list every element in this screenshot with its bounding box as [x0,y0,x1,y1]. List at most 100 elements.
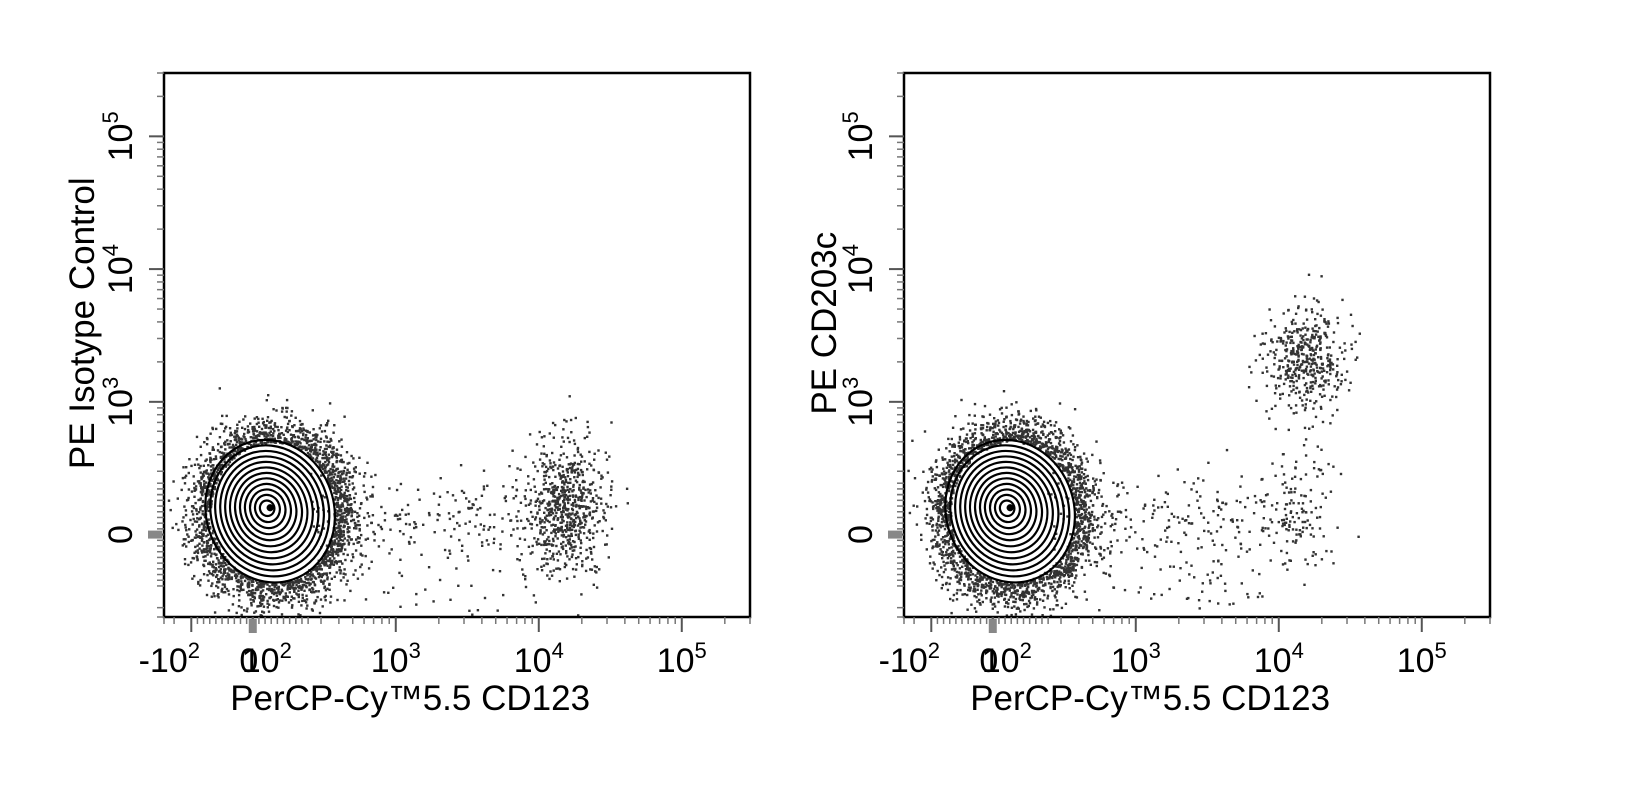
event-dot [367,515,371,518]
event-dot [213,548,216,551]
event-dot [1008,589,1011,592]
event-dot [207,478,211,481]
event-dot [571,512,574,515]
event-dot [563,529,566,532]
event-dot [285,427,289,430]
event-dot [1050,576,1053,579]
event-dot [591,481,595,484]
event-dot [217,596,220,599]
event-dot [529,552,532,555]
event-dot [555,511,558,515]
event-dot [971,422,974,425]
event-dot [961,593,964,596]
event-dot [1053,570,1056,573]
event-dot [404,522,408,526]
event-dot [398,530,402,533]
event-dot [1059,564,1062,567]
event-dot [555,544,558,548]
event-dot [323,451,326,455]
event-dot [1049,441,1053,445]
event-dot [554,535,557,538]
contour-ring [224,460,314,560]
event-dot [210,502,213,506]
event-dot [1091,453,1094,457]
event-dot [1025,602,1028,606]
event-dot [232,570,236,574]
event-dot [350,454,353,458]
event-dot [236,435,239,438]
event-dot [285,416,288,419]
event-dot [942,470,946,473]
event-dot [1049,572,1052,575]
event-dot [1047,440,1050,443]
event-dot [240,606,243,609]
event-dot [342,477,345,480]
event-dot [973,594,976,598]
event-dot [948,537,952,541]
event-dot [327,419,330,422]
event-dot [258,425,261,428]
event-dot [415,603,418,606]
event-dot [947,554,951,558]
event-dot [439,477,442,480]
event-dot [520,553,523,556]
event-dot [304,601,308,604]
event-dot [231,603,235,606]
event-dot [303,583,306,587]
event-dot [492,541,495,545]
event-dot [1008,436,1012,440]
event-dot [1076,502,1079,505]
event-dot [993,602,996,606]
event-dot [1033,582,1036,585]
event-dot [565,498,569,501]
event-dot [540,520,543,523]
event-dot [1010,583,1014,586]
event-dot [247,428,250,432]
event-dot [232,445,236,448]
event-dot [220,470,223,474]
event-dot [261,417,264,420]
event-dot [390,548,393,551]
x-tick-exp: 3 [409,638,421,663]
event-dot [1000,594,1003,598]
y-zero-marker [148,530,162,539]
event-dot [947,504,950,508]
event-dot [934,503,937,506]
event-dot [1036,589,1040,592]
event-dot [964,448,967,451]
event-dot [1075,574,1078,577]
event-dot [424,588,427,591]
event-dot [323,586,326,590]
event-dot [377,545,381,548]
event-dot [240,441,243,444]
event-dot [343,542,346,545]
event-dot [438,514,441,517]
event-dot [255,436,258,440]
event-dot [246,607,249,610]
event-dot [588,511,592,514]
event-dot [330,476,333,479]
event-dot [330,540,333,543]
event-dot [231,450,234,454]
event-dot [195,520,199,523]
event-dot [588,431,591,434]
event-dot [560,542,563,545]
event-dot [331,468,335,471]
event-dot [957,544,960,548]
event-dot [329,437,332,441]
event-dot [184,526,187,529]
event-dot [1058,458,1062,461]
event-dot [333,528,337,532]
event-dot [194,501,197,505]
event-dot [1054,421,1058,424]
event-dot [610,480,614,483]
event-dot [443,548,447,552]
event-dot [1088,489,1092,492]
event-dot [967,574,970,577]
event-dot [958,455,961,459]
event-dot [551,523,555,526]
event-dot [937,519,940,522]
event-dot [980,584,984,587]
event-dot [939,526,942,529]
event-dot [238,590,241,593]
